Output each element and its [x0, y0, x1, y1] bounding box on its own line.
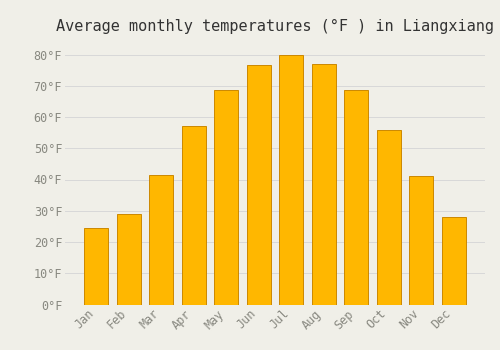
Bar	[214, 90, 238, 304]
Bar	[149, 175, 174, 304]
Bar	[312, 64, 336, 304]
Title: Average monthly temperatures (°F ) in Liangxiang: Average monthly temperatures (°F ) in Li…	[56, 19, 494, 34]
Bar	[84, 228, 108, 304]
Bar	[246, 65, 271, 304]
Bar	[182, 126, 206, 304]
Bar	[442, 217, 466, 304]
Bar	[376, 130, 401, 304]
Bar	[409, 176, 434, 304]
Bar	[344, 90, 368, 304]
Bar	[279, 55, 303, 304]
Bar	[116, 214, 141, 304]
